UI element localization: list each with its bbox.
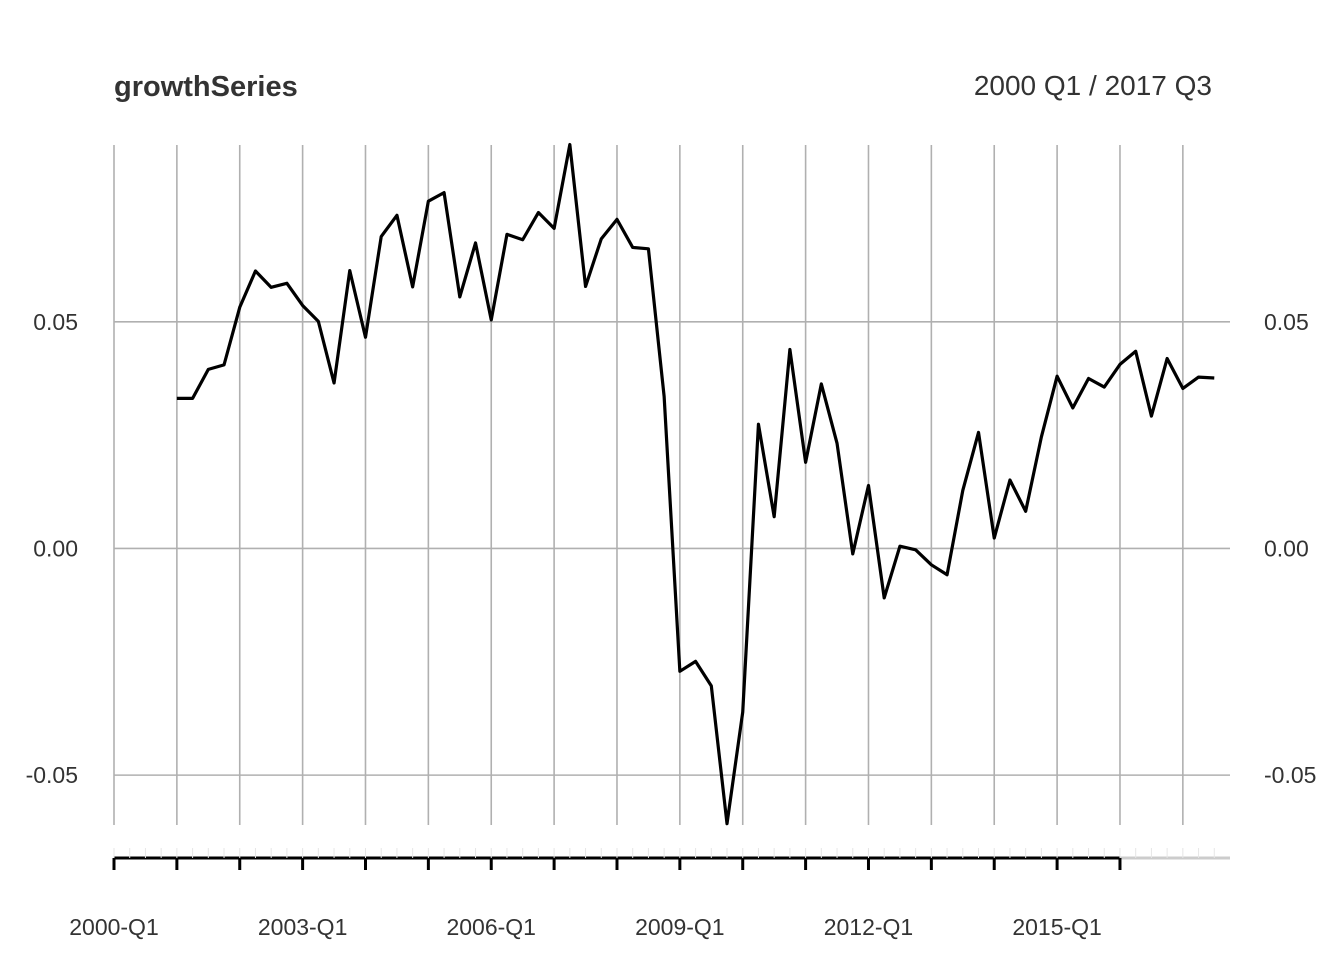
x-tick-label: 2006-Q1 <box>446 914 536 940</box>
y-tick-label-left: 0.05 <box>33 309 78 335</box>
chart-title: growthSeries <box>114 71 298 103</box>
tick-labels: -0.05 -0.05 0.00 0.00 0.05 0.05 2000-Q1 2003-Q1… <box>26 309 1317 940</box>
series-line-growth <box>176 142 1215 826</box>
x-axis <box>112 848 1230 870</box>
x-tick-label: 2012-Q1 <box>824 914 914 940</box>
x-tick-label: 2000-Q1 <box>69 914 159 940</box>
grid-lines <box>113 145 1230 825</box>
y-tick-label-left: 0.00 <box>33 535 78 561</box>
x-tick-label: 2003-Q1 <box>258 914 348 940</box>
y-tick-label-right: 0.05 <box>1264 309 1309 335</box>
y-tick-label-right: 0.00 <box>1264 535 1309 561</box>
y-tick-label-right: -0.05 <box>1264 762 1316 788</box>
date-range-label: 2000 Q1 / 2017 Q3 <box>974 70 1212 101</box>
y-tick-label-left: -0.05 <box>26 762 78 788</box>
x-tick-label: 2015-Q1 <box>1012 914 1102 940</box>
x-tick-label: 2009-Q1 <box>635 914 725 940</box>
